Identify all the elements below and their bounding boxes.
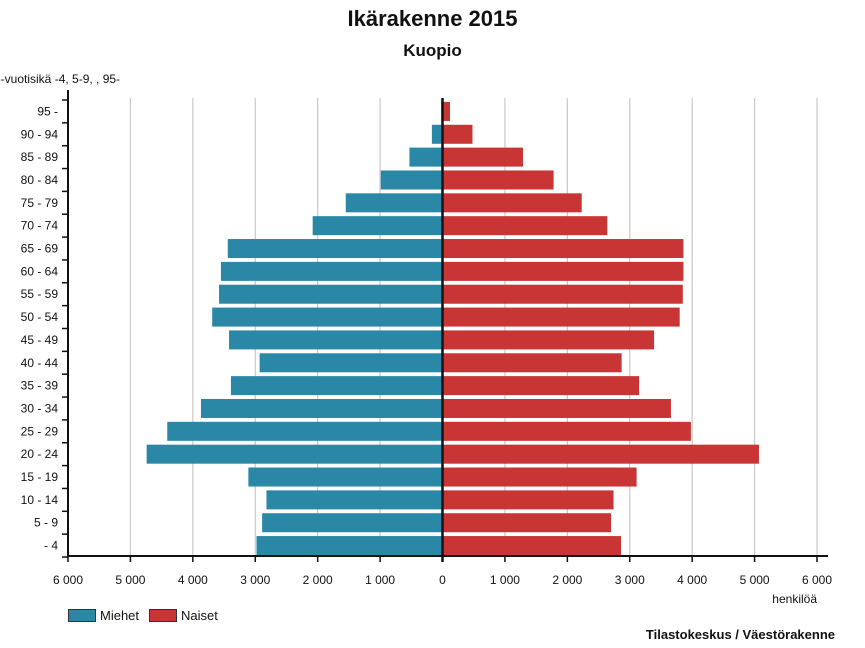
y-tick-label: 55 - 59 [21,287,59,301]
y-tick-label: 10 - 14 [21,493,59,507]
legend-label-miehet: Miehet [100,608,140,623]
bar-naiset [442,170,554,190]
x-tick-labels: 6 000 5 000 4 000 3 000 2 000 1 000 0 1 000 2 00… [53,573,832,587]
y-tick-labels: 95 - 90 - 94 85 - 89 80 - 84 75 - 79 70 - 74 6… [21,104,59,552]
source-note: Tilastokeskus / Väestörakenne [645,627,835,642]
legend-swatch-miehet [68,609,96,622]
bar-miehet [409,147,443,167]
y-tick-label: 85 - 89 [21,150,59,164]
y-tick-label: 15 - 19 [21,470,59,484]
bar-miehet [229,330,443,350]
y-tick-label: 50 - 54 [21,310,59,324]
y-tick-label: 75 - 79 [21,196,59,210]
bar-miehet [200,398,443,418]
legend-item-miehet[interactable]: Miehet [68,608,139,623]
x-axis-label: henkilöä [772,592,817,606]
bar-miehet [227,239,443,259]
bar-naiset [442,261,684,281]
bar-miehet [345,193,443,213]
bar-miehet [212,307,443,327]
x-tick-label: 3 000 [240,573,270,587]
bar-naiset [442,444,759,464]
y-tick-label: 95 - [37,104,58,118]
bar-naiset [442,307,680,327]
bar-miehet [431,124,443,144]
x-tick-label: 3 000 [615,573,645,587]
x-tick-label: 2 000 [552,573,582,587]
x-tick-label: 5 000 [115,573,145,587]
x-tick-label: 6 000 [802,573,832,587]
y-tick-label: 5 - 9 [34,516,58,530]
bar-naiset [442,101,450,121]
x-tick-label: 4 000 [178,573,208,587]
legend-swatch-naiset [149,609,178,622]
bar-miehet [220,261,443,281]
bar-naiset [442,216,608,236]
bar-naiset [442,513,612,533]
x-tick-label: 6 000 [53,573,83,587]
bar-naiset [442,284,683,304]
bars [146,101,759,556]
bar-naiset [442,353,622,373]
bar-naiset [442,376,640,396]
legend-label-naiset: Naiset [181,608,218,623]
bar-miehet [256,536,443,556]
chart-title: Ikärakenne 2015 [347,6,518,31]
bar-miehet [248,467,443,487]
y-axis-label: 5-vuotisikä -4, 5-9, , 95- [0,72,121,86]
y-tick-label: 35 - 39 [21,379,59,393]
x-tick-label: 1 000 [365,573,395,587]
legend: Miehet Naiset [68,608,228,623]
bar-miehet [266,490,443,510]
bar-naiset [442,490,614,510]
y-tick-label: 25 - 29 [21,424,59,438]
bar-miehet [167,421,443,441]
bar-miehet [146,444,443,464]
x-tick-label: 2 000 [303,573,333,587]
bar-miehet [380,170,443,190]
axes [62,90,828,562]
x-tick-label: 5 000 [740,573,770,587]
legend-item-naiset[interactable]: Naiset [149,608,218,623]
y-tick-label: 20 - 24 [21,447,59,461]
bar-naiset [442,421,691,441]
y-tick-label: 40 - 44 [21,356,59,370]
bar-naiset [442,398,671,418]
x-tick-label: 4 000 [677,573,707,587]
bar-miehet [219,284,443,304]
y-tick-label: 30 - 34 [21,401,59,415]
bar-miehet [312,216,443,236]
y-tick-label: 90 - 94 [21,127,59,141]
chart-subtitle: Kuopio [403,41,462,60]
x-tick-label: 1 000 [490,573,520,587]
y-tick-label: 65 - 69 [21,242,59,256]
bar-naiset [442,467,637,487]
bar-naiset [442,239,684,259]
bar-naiset [442,147,524,167]
bar-naiset [442,124,473,144]
y-tick-label: 60 - 64 [21,264,59,278]
bar-naiset [442,330,655,350]
y-tick-label: 70 - 74 [21,219,59,233]
y-tick-label: 80 - 84 [21,173,59,187]
y-tick-label: - 4 [44,539,58,553]
bar-naiset [442,536,622,556]
y-tick-label: 45 - 49 [21,333,59,347]
bar-miehet [259,353,443,373]
bar-miehet [262,513,443,533]
bar-miehet [230,376,443,396]
bar-naiset [442,193,582,213]
x-tick-label: 0 [439,573,446,587]
